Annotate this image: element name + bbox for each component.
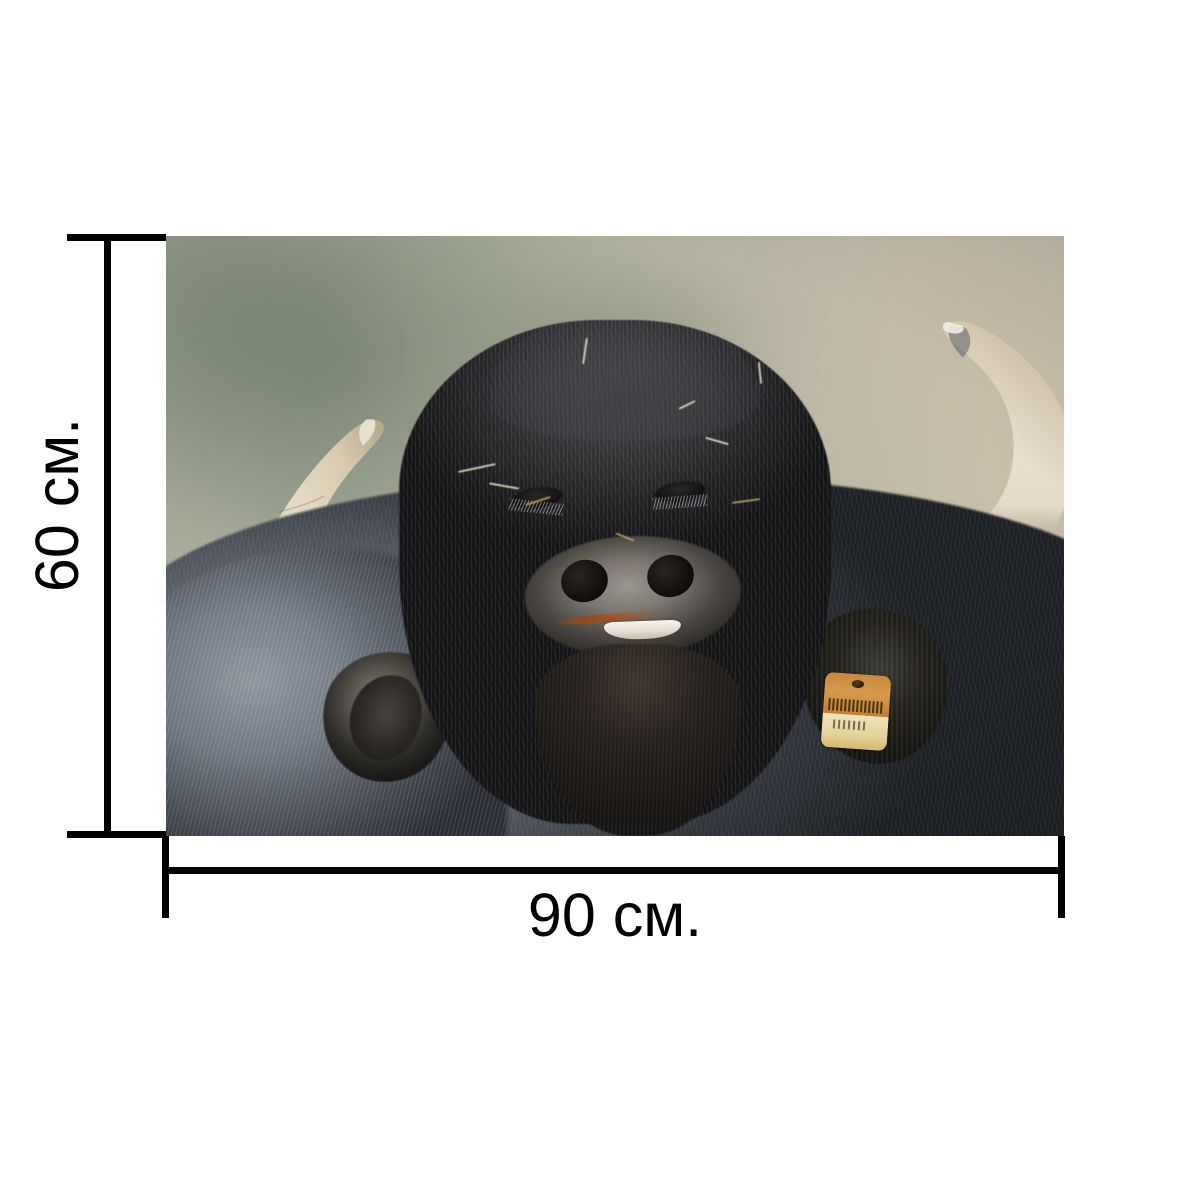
height-dimension-line: [104, 234, 111, 838]
chin-beard: [534, 644, 741, 836]
ear-tag-bottom-band: [820, 712, 890, 752]
height-dimension-tick-top: [67, 234, 166, 241]
width-dimension-line: [165, 867, 1065, 874]
left-horn-tip: [359, 419, 376, 446]
width-dimension-tick-right: [1058, 836, 1065, 918]
ear-tag: [820, 671, 893, 752]
right-horn-tip: [948, 325, 971, 358]
height-dimension-tick-bottom: [67, 831, 166, 838]
width-label: 90 см.: [527, 881, 703, 949]
buffalo-photograph: [166, 236, 1064, 836]
width-dimension-tick-left: [162, 836, 169, 918]
height-label: 60 см.: [23, 417, 91, 593]
product-photo: [166, 236, 1064, 836]
